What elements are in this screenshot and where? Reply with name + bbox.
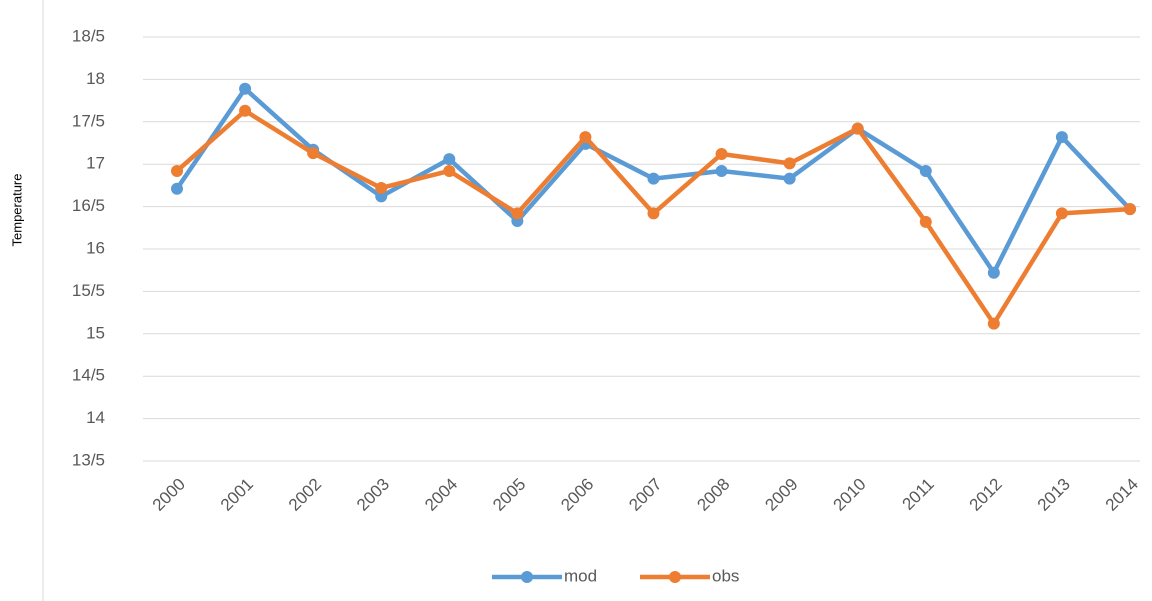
data-point <box>579 131 592 144</box>
x-tick-label: 2012 <box>966 475 1006 515</box>
x-tick-label: 2007 <box>625 475 665 515</box>
legend-label: obs <box>712 566 739 585</box>
x-tick-label: 2005 <box>489 475 529 515</box>
data-point <box>443 164 456 177</box>
data-point <box>919 215 932 228</box>
data-point <box>1055 131 1068 144</box>
y-tick-label: 18/5 <box>72 26 105 45</box>
data-point <box>511 207 524 220</box>
x-tick-label: 2010 <box>830 475 870 515</box>
y-axis-title: Temperature <box>9 174 24 247</box>
data-point <box>715 164 728 177</box>
data-point <box>783 172 796 185</box>
x-tick-label: 2011 <box>898 475 937 514</box>
x-tick-label: 2001 <box>217 475 257 515</box>
data-point <box>715 148 728 161</box>
x-tick-label: 2009 <box>761 475 801 515</box>
y-tick-label: 16 <box>86 238 105 257</box>
data-point <box>647 207 660 220</box>
data-point <box>375 181 388 194</box>
y-tick-label: 15 <box>86 323 105 342</box>
y-tick-label: 14/5 <box>72 366 105 385</box>
y-tick-label: 17 <box>86 154 105 173</box>
data-point <box>783 157 796 170</box>
y-tick-label: 16/5 <box>72 196 105 215</box>
y-tick-label: 14 <box>86 408 105 427</box>
data-point <box>987 317 1000 330</box>
data-point <box>307 147 320 160</box>
legend-marker <box>521 571 533 583</box>
data-point <box>1055 207 1068 220</box>
data-point <box>375 190 388 203</box>
data-point <box>851 122 864 135</box>
data-point <box>1123 203 1136 216</box>
y-tick-label: 13/5 <box>72 450 105 469</box>
x-tick-label: 2000 <box>149 475 189 515</box>
data-point <box>919 164 932 177</box>
data-point <box>239 82 252 95</box>
data-point <box>171 164 183 177</box>
data-point <box>171 182 183 195</box>
x-tick-label: 2013 <box>1034 475 1074 515</box>
x-tick-label: 2002 <box>285 475 325 515</box>
x-tick-label: 2004 <box>421 475 461 515</box>
legend-marker <box>669 571 681 583</box>
x-tick-label: 2006 <box>557 475 597 515</box>
x-tick-label: 2008 <box>693 475 733 515</box>
data-point <box>647 172 660 185</box>
x-tick-label: 2014 <box>1102 475 1142 515</box>
x-tick-label: 2003 <box>353 475 393 515</box>
data-point <box>987 266 1000 279</box>
legend-label: mod <box>564 566 597 585</box>
data-point <box>239 104 252 117</box>
y-tick-label: 17/5 <box>72 111 105 130</box>
y-tick-label: 18 <box>86 69 105 88</box>
data-point <box>443 153 456 166</box>
y-tick-label: 15/5 <box>72 281 105 300</box>
